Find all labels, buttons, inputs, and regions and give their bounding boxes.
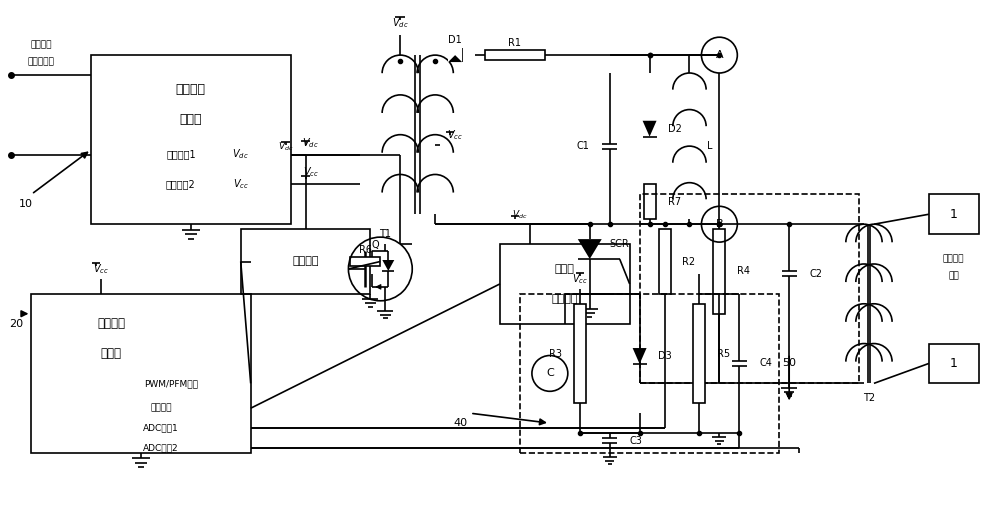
Bar xyxy=(500,244,630,324)
Text: D2: D2 xyxy=(668,124,681,134)
Text: 微处理器: 微处理器 xyxy=(97,317,125,330)
Text: R7: R7 xyxy=(668,197,681,207)
Polygon shape xyxy=(578,239,602,259)
Polygon shape xyxy=(633,348,647,364)
Text: 直流输出1: 直流输出1 xyxy=(166,149,196,160)
Text: 20: 20 xyxy=(9,319,23,329)
Text: 子电路: 子电路 xyxy=(101,347,122,360)
Text: A: A xyxy=(716,50,723,60)
Text: 供电电源: 供电电源 xyxy=(176,83,206,96)
Text: R5: R5 xyxy=(717,348,731,358)
Bar xyxy=(574,304,586,403)
Bar xyxy=(713,229,725,314)
Polygon shape xyxy=(448,48,462,62)
Text: 驱动电路: 驱动电路 xyxy=(292,257,319,267)
Text: R2: R2 xyxy=(682,257,696,267)
Text: Q: Q xyxy=(372,240,379,250)
Text: 脉冲高压: 脉冲高压 xyxy=(943,255,964,264)
Text: C: C xyxy=(546,368,554,378)
Text: L: L xyxy=(707,141,713,151)
Text: 触发电路: 触发电路 xyxy=(552,294,578,304)
Text: $V_{cc}$: $V_{cc}$ xyxy=(303,166,319,179)
Text: 直流输出2: 直流输出2 xyxy=(166,179,196,189)
Text: R1: R1 xyxy=(508,38,521,48)
Text: $V_{cc}$: $V_{cc}$ xyxy=(572,272,588,286)
Text: T2: T2 xyxy=(863,394,875,403)
Text: 1: 1 xyxy=(950,208,958,221)
Text: T1: T1 xyxy=(379,229,391,239)
Text: $V_{cc}$: $V_{cc}$ xyxy=(233,178,249,191)
Text: $V_{dc}$: $V_{dc}$ xyxy=(232,148,249,161)
Polygon shape xyxy=(643,121,657,137)
Text: C1: C1 xyxy=(577,141,590,151)
Polygon shape xyxy=(382,260,394,271)
Bar xyxy=(659,229,671,294)
Bar xyxy=(91,55,291,224)
Bar xyxy=(640,194,859,384)
Text: B: B xyxy=(716,219,723,229)
Text: D3: D3 xyxy=(658,351,671,361)
Bar xyxy=(485,50,545,60)
Bar xyxy=(350,257,380,267)
Text: 1: 1 xyxy=(950,357,958,370)
Text: C3: C3 xyxy=(630,435,643,445)
Bar xyxy=(693,304,705,403)
Text: $V_{cc}$: $V_{cc}$ xyxy=(447,128,463,141)
Text: R4: R4 xyxy=(737,266,750,277)
Text: $V_{dc}$: $V_{dc}$ xyxy=(512,208,528,221)
Text: PWM/PFM输出: PWM/PFM输出 xyxy=(144,379,198,388)
Bar xyxy=(644,184,656,219)
Bar xyxy=(929,194,979,234)
Bar xyxy=(929,344,979,384)
Text: ADC输入1: ADC输入1 xyxy=(143,423,179,433)
Bar xyxy=(241,229,370,294)
Text: $V_{dc}$: $V_{dc}$ xyxy=(278,140,293,153)
Text: SCR: SCR xyxy=(610,239,629,249)
Bar xyxy=(520,294,779,453)
Text: $V_{dc}$: $V_{dc}$ xyxy=(302,136,319,149)
Text: 低压交流: 低压交流 xyxy=(31,41,52,50)
Text: 可控硅: 可控硅 xyxy=(555,264,575,274)
Text: 触发输出: 触发输出 xyxy=(150,403,172,413)
Text: D1: D1 xyxy=(448,35,462,45)
Bar xyxy=(31,294,251,453)
Text: C2: C2 xyxy=(809,269,822,279)
Text: $V_{dc}$: $V_{dc}$ xyxy=(392,16,409,30)
Text: R6: R6 xyxy=(359,245,372,255)
Text: 50: 50 xyxy=(782,358,796,368)
Text: R3: R3 xyxy=(549,348,562,358)
Text: 10: 10 xyxy=(19,199,33,209)
Text: ADC输入2: ADC输入2 xyxy=(143,443,179,453)
Text: $V_{cc}$: $V_{cc}$ xyxy=(93,262,109,276)
Text: 40: 40 xyxy=(453,418,467,428)
Polygon shape xyxy=(448,55,462,62)
Text: 或直流输入: 或直流输入 xyxy=(28,58,55,67)
Text: C4: C4 xyxy=(759,358,772,368)
Text: 子电路: 子电路 xyxy=(180,113,202,126)
Text: 输出: 输出 xyxy=(948,271,959,280)
